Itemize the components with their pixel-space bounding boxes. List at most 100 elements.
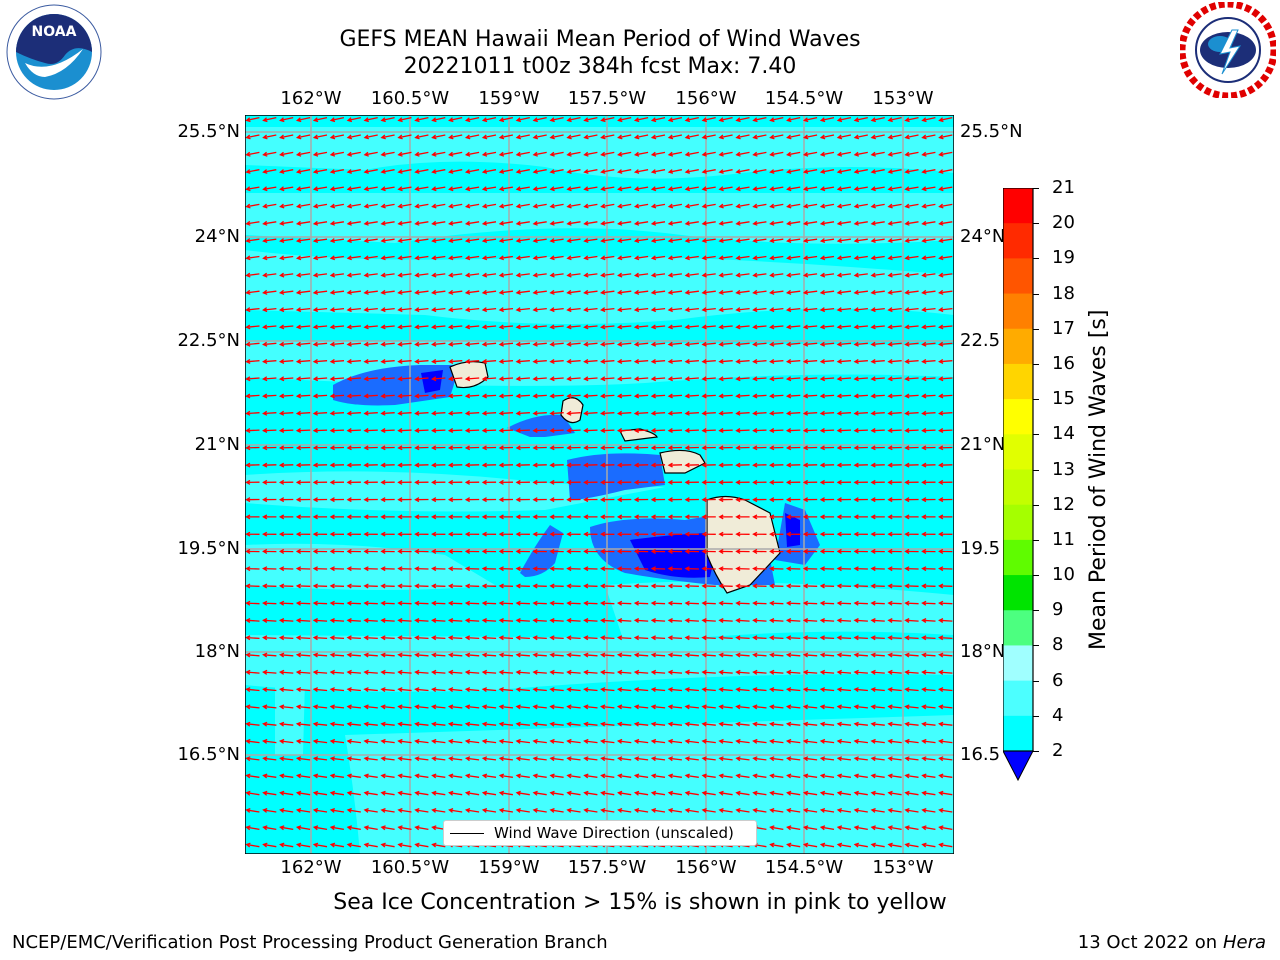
wave-direction-arrow xyxy=(769,307,784,313)
wave-direction-arrow xyxy=(447,635,463,641)
wave-direction-arrow xyxy=(532,756,547,762)
wave-direction-arrow xyxy=(769,566,784,572)
wave-direction-arrow xyxy=(752,393,767,399)
wave-direction-arrow xyxy=(718,445,733,451)
wave-direction-arrow xyxy=(566,773,581,779)
wave-direction-arrow xyxy=(498,790,514,796)
wave-direction-arrow xyxy=(684,186,699,192)
wave-direction-arrow xyxy=(566,687,581,693)
wave-direction-arrow xyxy=(312,825,328,831)
wave-direction-arrow xyxy=(278,307,294,313)
wave-direction-arrow xyxy=(600,238,615,244)
wave-direction-arrow xyxy=(295,669,311,675)
wave-direction-arrow xyxy=(684,807,699,813)
wave-direction-arrow xyxy=(515,618,530,623)
wave-direction-arrow xyxy=(397,272,412,278)
wave-direction-arrow xyxy=(870,410,885,416)
wave-direction-arrow xyxy=(346,825,361,831)
wave-direction-arrow xyxy=(887,738,902,744)
wave-direction-arrow xyxy=(836,531,852,537)
colorbar-tick xyxy=(1033,610,1039,612)
wave-direction-arrow xyxy=(583,116,598,123)
wave-direction-arrow xyxy=(701,514,716,520)
wave-direction-arrow xyxy=(346,151,361,157)
wave-direction-arrow xyxy=(616,600,632,606)
wave-direction-arrow xyxy=(870,497,885,503)
wave-direction-arrow xyxy=(904,376,919,382)
lat-label-left: 18°N xyxy=(194,641,240,662)
wave-direction-arrow xyxy=(363,790,378,796)
wave-direction-arrow xyxy=(921,358,936,364)
wave-direction-arrow xyxy=(836,410,852,416)
wave-direction-arrow xyxy=(887,790,902,796)
wave-direction-arrow xyxy=(380,289,395,295)
wave-direction-arrow xyxy=(583,669,598,675)
wave-direction-arrow xyxy=(819,531,835,537)
colorbar-tick-label: 11 xyxy=(1052,528,1075,550)
wave-direction-arrow xyxy=(549,514,564,520)
wave-direction-arrow xyxy=(262,307,277,313)
wave-direction-arrow xyxy=(769,756,784,762)
wave-direction-arrow xyxy=(887,566,902,572)
wave-direction-arrow xyxy=(515,393,530,399)
wave-direction-arrow xyxy=(887,635,902,641)
wave-direction-arrow xyxy=(819,116,835,123)
wave-direction-arrow xyxy=(633,462,649,468)
wave-direction-arrow xyxy=(870,116,885,123)
sea-ice-note: Sea Ice Concentration > 15% is shown in … xyxy=(333,890,947,915)
wave-direction-arrow xyxy=(853,324,868,330)
wave-direction-arrow xyxy=(583,738,598,744)
wave-direction-arrow xyxy=(346,756,361,762)
wave-direction-arrow xyxy=(802,462,818,468)
wave-direction-arrow xyxy=(785,652,801,658)
wave-direction-arrow xyxy=(633,376,649,382)
wave-direction-arrow xyxy=(329,341,345,347)
wave-direction-arrow xyxy=(464,514,480,520)
wave-direction-arrow xyxy=(921,756,936,762)
wave-direction-arrow xyxy=(245,773,260,779)
wave-direction-arrow xyxy=(245,220,260,226)
wave-direction-arrow xyxy=(498,410,514,416)
wave-direction-arrow xyxy=(769,410,784,416)
wave-direction-arrow xyxy=(245,842,260,848)
wave-direction-arrow xyxy=(819,548,835,554)
lon-label-top: 159°W xyxy=(478,88,540,109)
wave-direction-arrow xyxy=(464,635,480,641)
wave-direction-arrow xyxy=(431,756,446,762)
wave-direction-arrow xyxy=(650,324,666,330)
wave-direction-arrow xyxy=(921,842,936,848)
wave-direction-arrow xyxy=(346,186,361,192)
wave-direction-arrow xyxy=(532,738,547,744)
wave-direction-arrow xyxy=(769,186,784,192)
wave-direction-arrow xyxy=(583,358,598,364)
wave-direction-arrow xyxy=(650,773,666,779)
wave-direction-arrow xyxy=(245,497,260,503)
wave-direction-arrow xyxy=(650,289,666,295)
wave-direction-arrow xyxy=(600,652,615,658)
wave-direction-arrow xyxy=(515,376,530,382)
wave-direction-arrow xyxy=(566,324,581,330)
wave-direction-arrow xyxy=(650,116,666,123)
wave-direction-arrow xyxy=(312,410,328,416)
wave-direction-arrow xyxy=(769,220,784,226)
wave-direction-arrow xyxy=(921,687,936,693)
wave-direction-arrow xyxy=(921,825,936,831)
wave-direction-arrow xyxy=(650,687,666,693)
wave-direction-arrow xyxy=(566,289,581,295)
wave-direction-arrow xyxy=(769,721,784,727)
wave-direction-arrow xyxy=(431,220,446,226)
wave-direction-arrow xyxy=(329,307,345,313)
wave-direction-arrow xyxy=(938,255,953,261)
wave-direction-arrow xyxy=(735,773,750,779)
wave-direction-arrow xyxy=(853,618,868,623)
colorbar-segment xyxy=(1003,293,1033,330)
wave-direction-arrow xyxy=(464,704,480,710)
wave-direction-arrow xyxy=(600,220,615,226)
wave-direction-arrow xyxy=(785,600,801,606)
wave-direction-arrow xyxy=(363,428,378,433)
wave-direction-arrow xyxy=(802,428,818,433)
lon-label-bottom: 159°W xyxy=(478,857,540,878)
wave-direction-arrow xyxy=(904,462,919,468)
wave-direction-arrow xyxy=(718,462,733,468)
wave-direction-arrow xyxy=(802,376,818,382)
